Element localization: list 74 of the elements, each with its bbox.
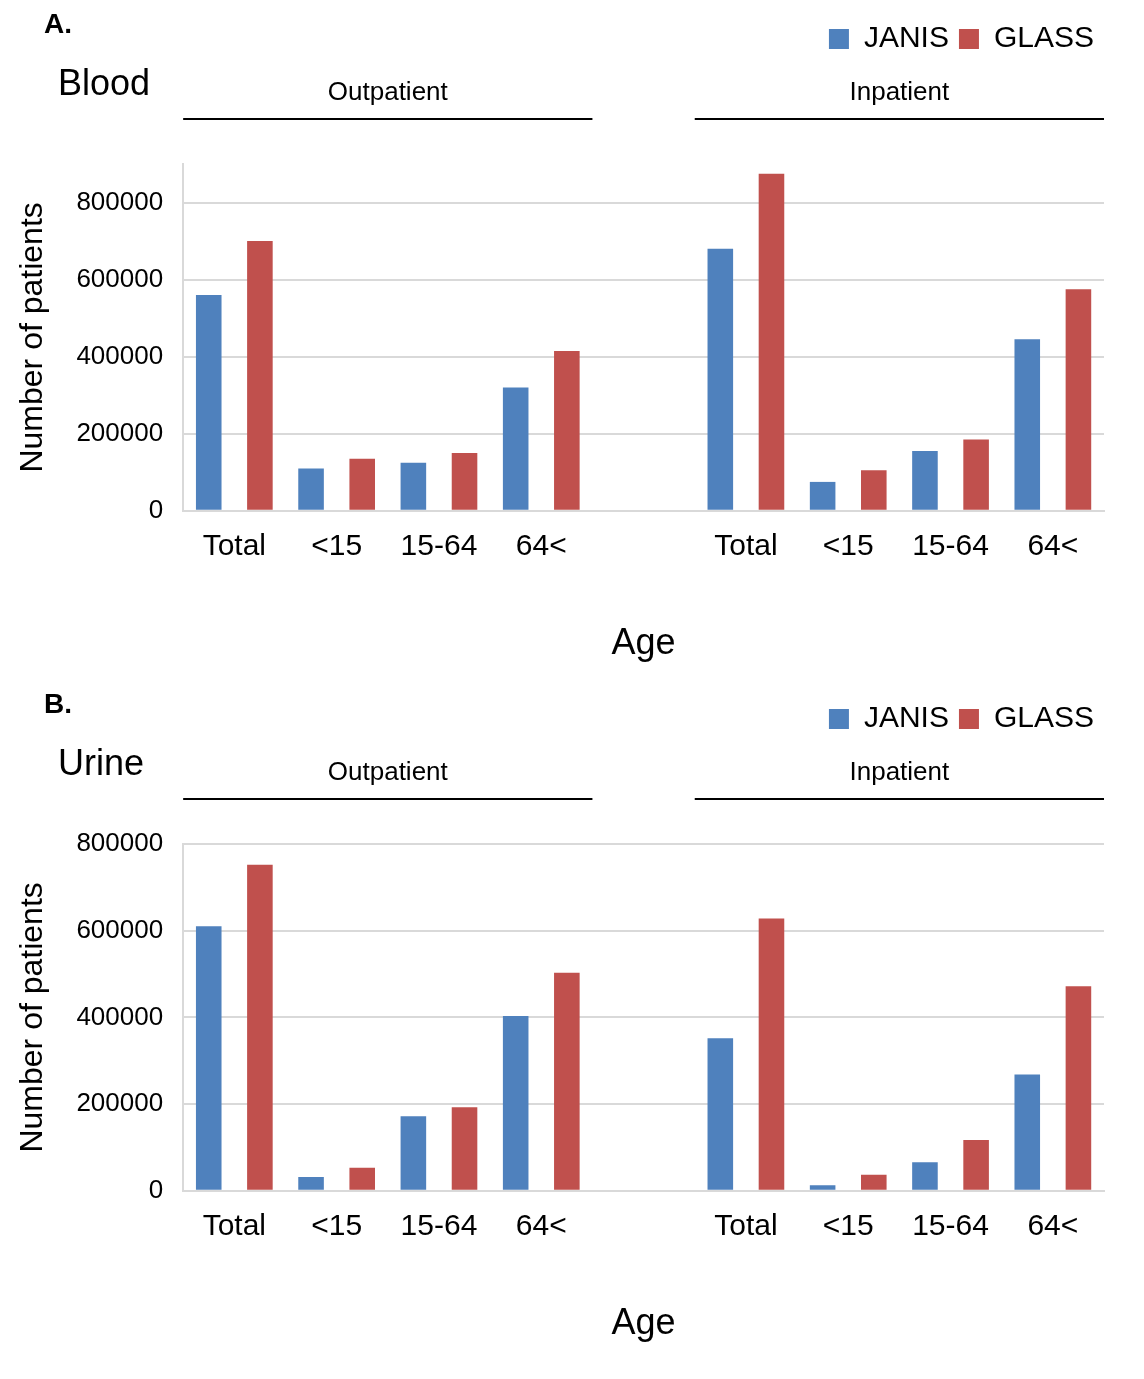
bar <box>349 1167 375 1190</box>
y-tick-label: 800000 <box>76 185 164 216</box>
x-axis-title: Age <box>611 621 676 663</box>
x-tick-label: <15 <box>311 528 363 562</box>
y-axis-title: Number of patients <box>13 882 50 1153</box>
bar <box>451 453 478 510</box>
bar <box>247 864 273 1190</box>
x-tick-label: Total <box>202 1208 267 1242</box>
y-tick-label: 0 <box>148 1173 164 1204</box>
y-tick-label: 0 <box>148 493 164 524</box>
text: Inpatient <box>849 756 951 787</box>
bar <box>861 1174 887 1190</box>
x-tick-label: 15-64 <box>912 1208 989 1242</box>
x-tick-label: 64< <box>515 528 567 562</box>
x-tick-label: <15 <box>822 1208 874 1242</box>
y-tick-label: 200000 <box>76 416 164 447</box>
chart-title: A. <box>44 8 72 40</box>
bar <box>195 295 222 510</box>
bar <box>502 387 529 510</box>
bar <box>451 1107 478 1190</box>
bar <box>502 1016 529 1190</box>
x-tick-label: 15-64 <box>400 1208 478 1242</box>
bar <box>861 470 887 510</box>
legend-label: JANIS <box>863 700 949 734</box>
text: Outpatient <box>327 756 449 787</box>
bar <box>1014 339 1041 510</box>
bar <box>554 972 580 1190</box>
bar <box>912 451 938 510</box>
text: Outpatient <box>327 76 449 107</box>
bar <box>963 439 989 510</box>
bar <box>912 1162 938 1190</box>
y-tick-label: 400000 <box>76 1000 164 1031</box>
y-tick-label: 400000 <box>76 339 164 370</box>
x-tick-label: Total <box>714 528 778 562</box>
bar <box>298 468 324 510</box>
x-tick-label: Total <box>202 528 267 562</box>
bar <box>554 350 580 510</box>
legend-label: GLASS <box>993 700 1095 734</box>
bar <box>1065 986 1092 1190</box>
bar <box>247 241 273 510</box>
x-tick-label: Total <box>714 1208 778 1242</box>
bar <box>400 462 427 510</box>
chart-subtitle: Urine <box>58 742 145 784</box>
y-tick-label: 600000 <box>76 262 164 293</box>
bar <box>809 481 836 510</box>
chart-subtitle: Blood <box>58 62 151 104</box>
bar <box>707 248 734 510</box>
bar <box>1065 289 1092 510</box>
x-tick-label: 64< <box>1027 528 1079 562</box>
x-axis-title: Age <box>611 1301 676 1343</box>
x-tick-label: 15-64 <box>400 528 478 562</box>
chart-title: B. <box>44 688 72 720</box>
x-tick-label: <15 <box>822 528 874 562</box>
y-tick-label: 800000 <box>76 827 164 858</box>
bar <box>758 918 785 1190</box>
legend-label: GLASS <box>993 20 1095 54</box>
y-axis-title: Number of patients <box>13 202 50 473</box>
x-tick-label: 15-64 <box>912 528 989 562</box>
bar <box>809 1185 836 1190</box>
bar <box>707 1038 734 1190</box>
legend-label: JANIS <box>863 20 949 54</box>
bar <box>298 1176 324 1190</box>
x-tick-label: <15 <box>311 1208 363 1242</box>
bar <box>349 458 375 510</box>
y-tick-label: 600000 <box>76 913 164 944</box>
bar <box>963 1140 989 1190</box>
bar <box>195 926 222 1190</box>
bar <box>1014 1074 1041 1190</box>
y-tick-label: 200000 <box>76 1087 164 1118</box>
x-tick-label: 64< <box>515 1208 567 1242</box>
bar <box>758 173 785 510</box>
bar <box>400 1116 427 1190</box>
x-tick-label: 64< <box>1027 1208 1079 1242</box>
text: Inpatient <box>849 76 951 107</box>
